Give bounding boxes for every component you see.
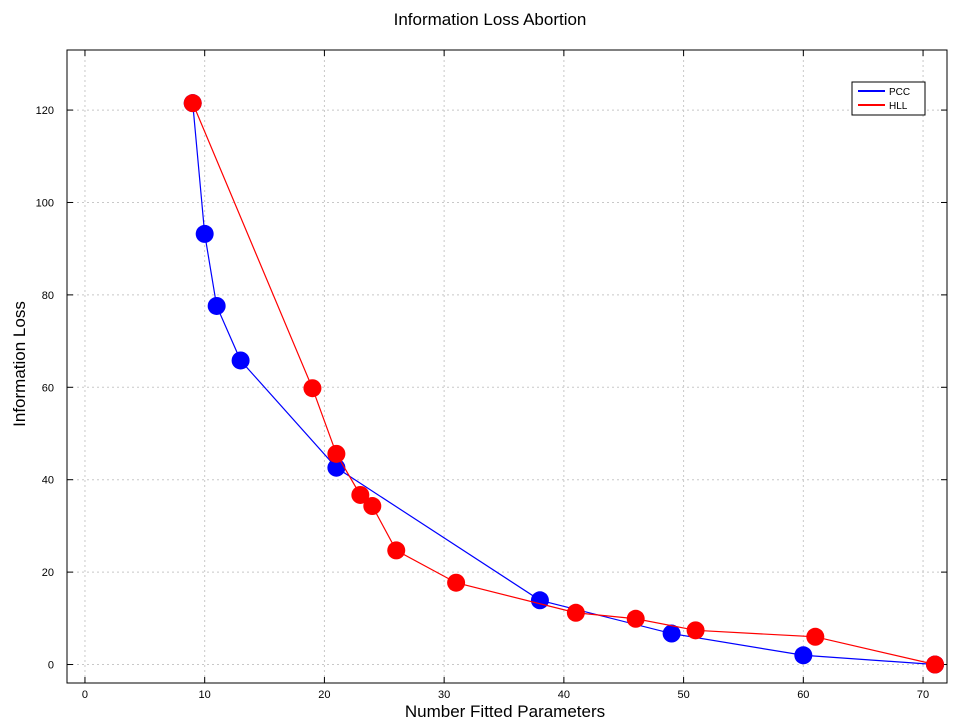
data-point-hll (626, 609, 645, 628)
series-hll (183, 94, 945, 674)
data-point-pcc (794, 646, 813, 665)
data-point-hll (303, 379, 322, 398)
x-tick-label: 10 (199, 689, 211, 701)
axis-ticks: 0 10 20 30 40 50 60 70 0 20 40 60 80 100 120 (36, 50, 947, 701)
y-tick-label: 80 (42, 290, 54, 302)
x-tick-label: 30 (438, 689, 450, 701)
data-point-hll (686, 621, 705, 640)
y-tick-label: 40 (42, 475, 54, 487)
data-point-hll (363, 497, 382, 516)
data-point-hll (387, 541, 406, 560)
y-tick-label: 20 (42, 567, 54, 579)
data-point-hll (351, 485, 370, 504)
data-point-hll (926, 655, 945, 674)
grid-lines (67, 50, 947, 683)
series-line-hll (192, 102, 936, 666)
y-axis-title: Information Loss (10, 301, 29, 427)
data-point-pcc (231, 351, 250, 370)
legend: PCC HLL (851, 81, 926, 116)
y-tick-label: 100 (36, 197, 54, 209)
x-tick-label: 50 (677, 689, 689, 701)
data-point-hll (447, 573, 466, 592)
data-point-hll (566, 603, 585, 622)
x-tick-label: 60 (797, 689, 809, 701)
chart-title: Information Loss Abortion (394, 10, 587, 29)
data-point-pcc (530, 591, 549, 610)
legend-label-hll: HLL (889, 101, 908, 112)
y-tick-label: 120 (36, 105, 54, 117)
x-axis-title: Number Fitted Parameters (405, 702, 605, 721)
legend-label-pcc: PCC (889, 87, 910, 98)
data-point-pcc (327, 458, 346, 477)
x-tick-label: 70 (917, 689, 929, 701)
x-tick-label: 0 (82, 689, 88, 701)
plot-area-frame (66, 49, 948, 684)
legend-box (851, 81, 926, 116)
data-series (183, 94, 945, 674)
data-point-hll (183, 94, 202, 113)
data-point-pcc (662, 624, 681, 643)
x-tick-label: 40 (558, 689, 570, 701)
x-tick-label: 20 (318, 689, 330, 701)
data-point-pcc (195, 224, 214, 243)
data-point-hll (327, 444, 346, 463)
data-point-hll (806, 627, 825, 646)
data-point-pcc (207, 296, 226, 315)
y-tick-label: 0 (48, 660, 54, 672)
y-tick-label: 60 (42, 382, 54, 394)
